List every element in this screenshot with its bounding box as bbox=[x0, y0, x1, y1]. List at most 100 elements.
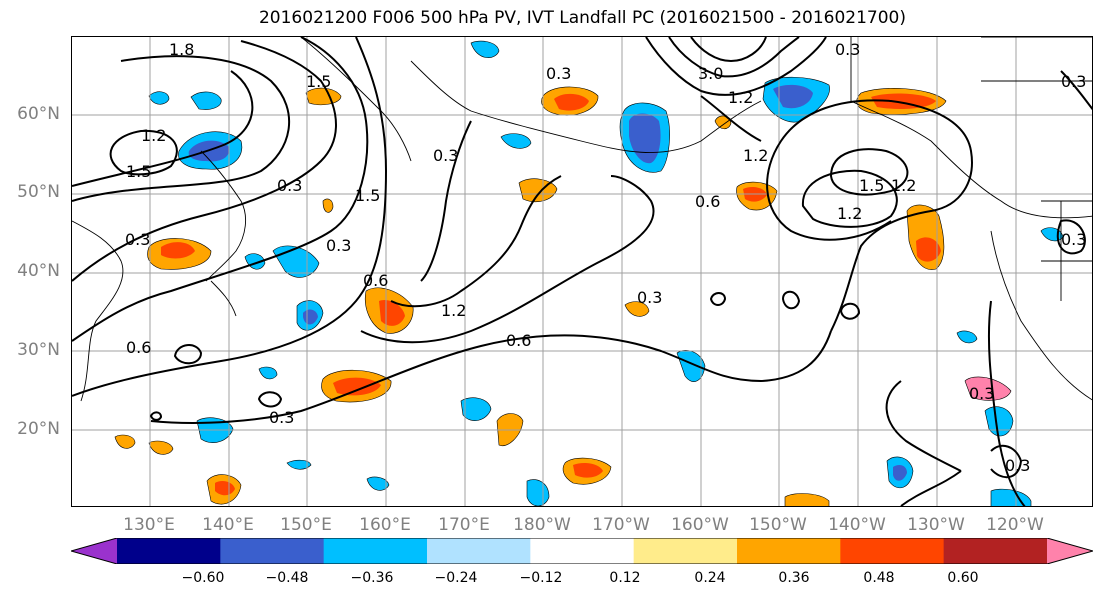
colorbar-tick-label: −0.60 bbox=[181, 570, 225, 586]
colorbar-tick-label: 0.24 bbox=[694, 570, 726, 586]
shade-blue bbox=[676, 350, 706, 382]
map-panel: 1.8 1.5 1.2 1.5 0.3 0.3 1.5 0.3 0.6 0.3 … bbox=[71, 36, 1093, 507]
colorbar-extend-min bbox=[71, 538, 117, 564]
contour-label: 0.3 bbox=[1061, 72, 1086, 91]
shade-blue bbox=[1040, 227, 1064, 242]
colorbar-segments bbox=[71, 538, 1093, 564]
lon-label-150e: 150°E bbox=[280, 515, 332, 535]
colorbar-tick-label: 0.60 bbox=[947, 570, 979, 586]
colorbar-tick-label: −0.48 bbox=[265, 570, 309, 586]
contour-label: 3.0 bbox=[698, 64, 723, 83]
colorbar-segment bbox=[427, 538, 531, 564]
contour-label: 0.3 bbox=[269, 408, 294, 427]
contour-label: 1.2 bbox=[728, 88, 753, 107]
shade-blue bbox=[286, 459, 312, 470]
shade-orange bbox=[148, 440, 174, 455]
lat-label-60: 60°N bbox=[17, 104, 60, 124]
colorbar-tick-label: −0.36 bbox=[350, 570, 394, 586]
colorbar-tick-label: −0.12 bbox=[519, 570, 563, 586]
contour-label: 1.2 bbox=[441, 301, 466, 320]
lon-label-140e: 140°E bbox=[202, 515, 254, 535]
contour-labels: 1.8 1.5 1.2 1.5 0.3 0.3 1.5 0.3 0.6 0.3 … bbox=[125, 40, 1086, 475]
colorbar-tick-label: 0.48 bbox=[863, 570, 895, 586]
shade-red bbox=[161, 242, 195, 259]
colorbar bbox=[71, 538, 1093, 564]
contour-label: 0.6 bbox=[695, 192, 720, 211]
shade-blue bbox=[500, 133, 532, 149]
lon-label-150w: 150°W bbox=[749, 515, 807, 535]
colorbar-segment bbox=[633, 538, 738, 564]
map-title: 2016021200 F006 500 hPa PV, IVT Landfall… bbox=[258, 8, 906, 28]
contour-label: 0.3 bbox=[637, 288, 662, 307]
shade-blue bbox=[990, 488, 1032, 506]
shade-orange bbox=[322, 198, 334, 213]
contour-label: 0.6 bbox=[126, 338, 151, 357]
colorbar-tick-label: −0.24 bbox=[434, 570, 478, 586]
shade-blue bbox=[366, 476, 390, 491]
contour-label: 1.5 bbox=[859, 176, 884, 195]
lon-label-120w: 120°W bbox=[986, 515, 1044, 535]
shade-blue bbox=[190, 91, 222, 110]
shaded-anomalies bbox=[114, 40, 1064, 506]
shade-blue bbox=[258, 366, 278, 380]
pv-contours bbox=[72, 37, 1092, 506]
shade-darkblue bbox=[773, 84, 813, 109]
lon-label-170e: 170°E bbox=[438, 515, 490, 535]
lon-label-160w: 160°W bbox=[671, 515, 729, 535]
coastlines bbox=[72, 37, 1092, 402]
colorbar-segment bbox=[323, 538, 428, 564]
lon-label-160e: 160°E bbox=[359, 515, 411, 535]
shade-blue bbox=[460, 397, 492, 421]
contour-label: 1.8 bbox=[169, 40, 194, 59]
contour-label: 0.3 bbox=[125, 230, 150, 249]
contour-label: 1.2 bbox=[743, 146, 768, 165]
contour-label: 1.2 bbox=[837, 204, 862, 223]
colorbar-extend-max bbox=[1047, 538, 1093, 564]
shade-red bbox=[573, 463, 603, 478]
colorbar-segment bbox=[737, 538, 841, 564]
shade-orange bbox=[964, 376, 1012, 401]
contour-label: 1.2 bbox=[141, 126, 166, 145]
lat-label-40: 40°N bbox=[17, 261, 60, 281]
colorbar-segment bbox=[840, 538, 945, 564]
shade-darkblue bbox=[893, 465, 907, 481]
contour-label: 0.6 bbox=[506, 331, 531, 350]
contour-label: 1.2 bbox=[891, 176, 916, 195]
shade-blue bbox=[526, 479, 550, 506]
colorbar-tick-label: 0.36 bbox=[778, 570, 810, 586]
colorbar-segment bbox=[117, 538, 221, 564]
lat-label-50: 50°N bbox=[17, 182, 60, 202]
shade-orange bbox=[114, 434, 136, 449]
lat-label-30: 30°N bbox=[17, 340, 60, 360]
shade-red bbox=[333, 377, 381, 396]
shade-orange bbox=[784, 493, 830, 506]
colorbar-tick-label: 0.12 bbox=[609, 570, 641, 586]
contour-label: 0.3 bbox=[326, 236, 351, 255]
colorbar-segment bbox=[530, 538, 635, 564]
graticule bbox=[72, 37, 1092, 506]
map-plot: 1.8 1.5 1.2 1.5 0.3 0.3 1.5 0.3 0.6 0.3 … bbox=[72, 37, 1092, 506]
contour-label: 0.3 bbox=[277, 176, 302, 195]
shade-red bbox=[871, 93, 936, 109]
contour-label: 1.5 bbox=[355, 186, 380, 205]
shade-red bbox=[916, 237, 941, 262]
contour-label: 0.3 bbox=[835, 40, 860, 59]
contour-label: 1.5 bbox=[306, 72, 331, 91]
contour-label: 0.3 bbox=[1061, 230, 1086, 249]
lon-label-130e: 130°E bbox=[123, 515, 175, 535]
shade-blue bbox=[148, 91, 170, 105]
shade-darkblue bbox=[629, 113, 661, 164]
lon-label-140w: 140°W bbox=[828, 515, 886, 535]
shade-orange bbox=[624, 301, 650, 317]
lon-label-180w: 180°W bbox=[513, 515, 571, 535]
contour-label: 0.3 bbox=[969, 384, 994, 403]
lon-label-130w: 130°W bbox=[907, 515, 965, 535]
lat-label-20: 20°N bbox=[17, 419, 60, 439]
colorbar-segment bbox=[943, 538, 1048, 564]
contour-label: 0.3 bbox=[433, 146, 458, 165]
lon-label-170w: 170°W bbox=[592, 515, 650, 535]
contour-label: 1.5 bbox=[126, 162, 151, 181]
shade-blue bbox=[956, 330, 978, 344]
shade-red bbox=[554, 93, 589, 111]
colorbar-segment bbox=[220, 538, 325, 564]
